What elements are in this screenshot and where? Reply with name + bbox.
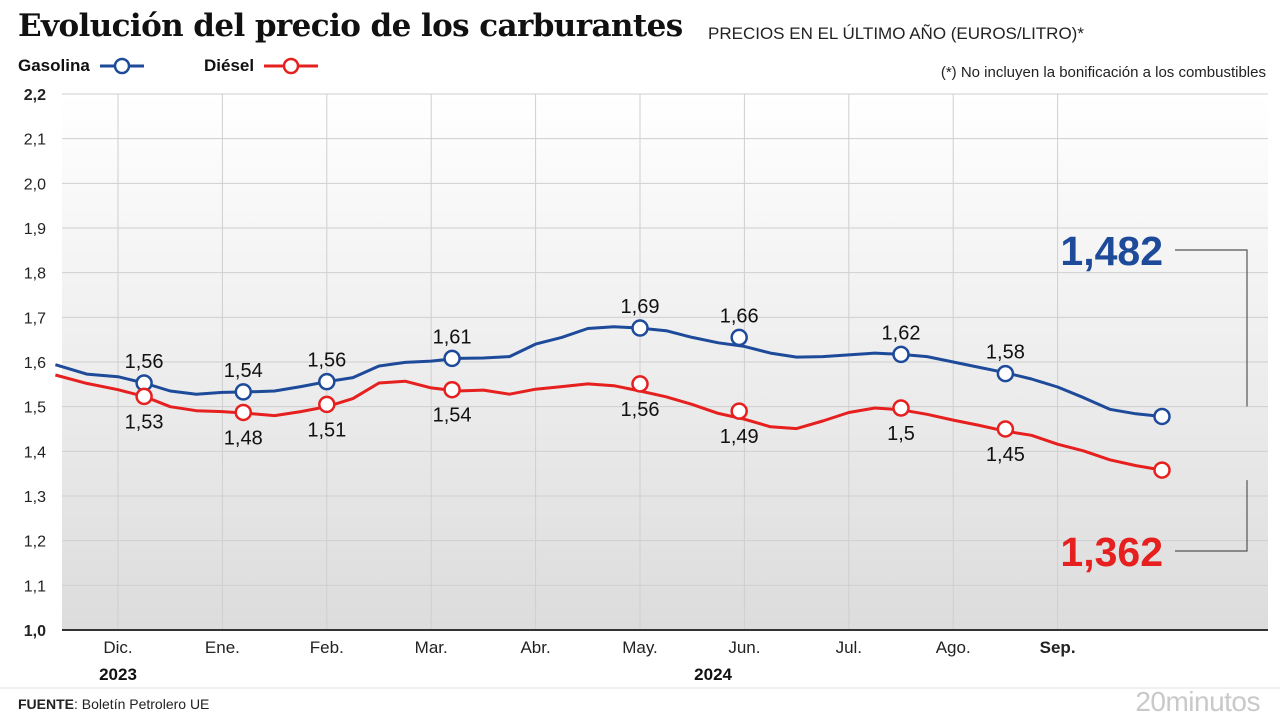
x-tick-label: Dic. <box>103 638 132 657</box>
data-label: 1,69 <box>621 296 660 318</box>
diesel-marker <box>631 375 649 393</box>
diesel-marker <box>730 402 748 420</box>
y-tick-label: 1,6 <box>24 355 46 372</box>
x-tick-label: Ago. <box>936 638 971 657</box>
x-tick-label: May. <box>622 638 658 657</box>
gasolina-marker <box>996 364 1015 383</box>
y-tick-label: 2,2 <box>24 87 46 104</box>
year-label: 2024 <box>694 665 732 684</box>
legend-gasolina: Gasolina <box>18 56 146 76</box>
legend-diesel-label: Diésel <box>204 56 255 75</box>
data-label: 1,48 <box>224 427 263 449</box>
diesel-marker <box>234 403 253 422</box>
data-label: 1,56 <box>125 351 164 373</box>
diesel-marker <box>892 399 910 417</box>
y-tick-label: 1,4 <box>24 444 46 461</box>
year-label: 2023 <box>99 665 137 684</box>
gasolina-marker <box>730 328 748 347</box>
data-label: 1,56 <box>621 399 660 421</box>
diesel-last-marker <box>1153 461 1171 479</box>
data-label: 1,45 <box>986 444 1025 466</box>
diesel-last-value: 1,362 <box>1060 529 1163 575</box>
source-label: FUENTE <box>18 696 74 712</box>
source-text: : Boletín Petrolero UE <box>74 696 210 712</box>
diesel-marker <box>443 380 461 399</box>
chart-title: Evolución del precio de los carburantes <box>18 8 683 44</box>
callout-connector <box>1175 249 1248 407</box>
gasolina-marker <box>318 372 336 391</box>
y-tick-label: 2,1 <box>24 132 46 149</box>
y-tick-label: 1,3 <box>24 489 46 506</box>
y-tick-label: 1,7 <box>24 310 46 327</box>
data-label: 1,54 <box>224 360 263 382</box>
x-tick-label: Jun. <box>728 638 760 657</box>
gasolina-marker <box>892 345 910 364</box>
data-label: 1,5 <box>887 423 915 445</box>
data-label: 1,58 <box>986 342 1025 364</box>
chart-subtitle: PRECIOS EN EL ÚLTIMO AÑO (EUROS/LITRO)* <box>708 24 1084 43</box>
legend-diesel-swatch <box>264 57 319 75</box>
data-label: 1,62 <box>882 322 921 344</box>
diesel-marker <box>318 395 336 414</box>
diesel-marker <box>135 387 153 406</box>
legend-gasolina-label: Gasolina <box>18 56 90 75</box>
chart-footnote: (*) No incluyen la bonificación a los co… <box>940 64 1266 81</box>
legend-diesel: Diésel <box>204 56 320 76</box>
x-tick-label: Feb. <box>310 638 344 657</box>
x-tick-label: Abr. <box>520 638 550 657</box>
data-label: 1,53 <box>125 411 164 433</box>
brand-logo: 20minutos <box>1135 686 1260 717</box>
y-tick-label: 1,0 <box>24 623 46 640</box>
data-label: 1,54 <box>433 405 472 427</box>
diesel-marker <box>996 420 1015 438</box>
x-tick-label: Sep. <box>1040 638 1076 657</box>
data-label: 1,61 <box>433 326 472 348</box>
x-tick-label: Jul. <box>836 638 862 657</box>
legend-gasolina-swatch <box>99 57 144 75</box>
data-label: 1,56 <box>307 350 346 372</box>
data-label: 1,66 <box>720 305 759 327</box>
gasolina-marker <box>443 349 461 368</box>
callout-connector <box>1175 480 1248 552</box>
y-tick-label: 1,8 <box>24 266 46 283</box>
y-tick-label: 1,9 <box>24 221 46 238</box>
data-label: 1,51 <box>307 419 346 441</box>
source-credit: FUENTE: Boletín Petrolero UE <box>18 696 209 712</box>
y-tick-label: 1,5 <box>24 400 46 417</box>
gasolina-marker <box>234 383 253 401</box>
y-tick-label: 1,1 <box>24 578 46 595</box>
gasolina-last-marker <box>1153 407 1171 426</box>
x-tick-label: Mar. <box>415 638 448 657</box>
y-tick-label: 1,2 <box>24 534 46 551</box>
gasolina-last-value: 1,482 <box>1060 228 1163 274</box>
y-tick-label: 2,0 <box>24 176 46 193</box>
data-label: 1,49 <box>720 426 759 448</box>
gasolina-marker <box>631 319 649 337</box>
x-tick-label: Ene. <box>205 638 240 657</box>
